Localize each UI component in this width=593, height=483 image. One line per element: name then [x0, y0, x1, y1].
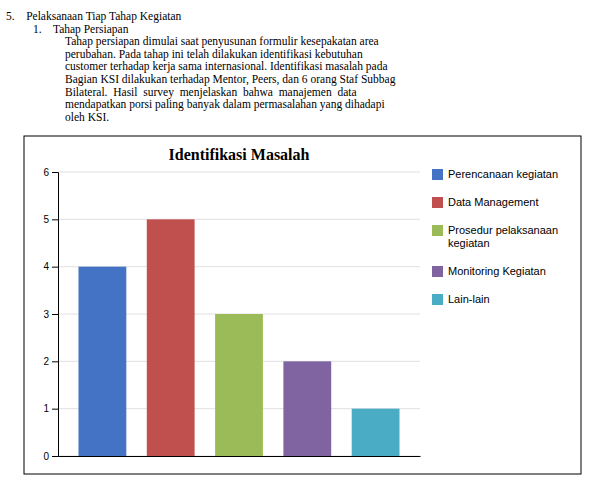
annotation: Bilateral. Hasil survey menjelaskan bahw… [65, 86, 357, 99]
x-axis [59, 456, 421, 457]
y-tick-mark [52, 361, 58, 362]
chart-title: Identifikasi Masalah [169, 146, 310, 163]
legend-item: Lain-lain [432, 293, 490, 305]
y-tick-mark [52, 219, 58, 220]
y-tick: 5 [43, 214, 58, 225]
y-tick-mark [52, 314, 58, 315]
y-tick: 3 [43, 309, 58, 320]
y-axis-line [52, 173, 59, 457]
legend-item: Data Management [432, 196, 539, 208]
legend-label: Prosedur pelaksanaankegiatan [448, 224, 558, 249]
y-tick: 1 [43, 403, 58, 414]
annotation: Tahap persiapan dimulai saat penyusunan … [65, 35, 379, 48]
legend: Perencanaan kegiatan Data Management Prose… [432, 168, 558, 305]
bar [215, 314, 263, 456]
legend-swatch [432, 266, 443, 277]
y-tick-label: 4 [43, 261, 49, 272]
legend-swatch [432, 225, 443, 236]
y-axis: 0 1 2 3 4 5 6 [43, 167, 58, 462]
grid-line [58, 219, 420, 220]
bars [78, 219, 399, 456]
y-tick: 6 [43, 167, 58, 178]
legend-label: Lain-lain [448, 293, 490, 305]
legend-item: Perencanaan kegiatan [432, 168, 558, 180]
y-tick-label: 1 [43, 403, 49, 414]
chart-box [24, 136, 581, 474]
legend-swatch [432, 169, 443, 180]
bar [283, 361, 331, 456]
legend-label: Perencanaan kegiatan [448, 168, 558, 180]
annotation: oleh KSI. [65, 111, 109, 123]
legend-swatch [432, 197, 443, 208]
bar [78, 267, 126, 456]
annotation: Bagian KSI dilakukan terhadap Mentor, Pe… [65, 73, 396, 86]
x-axis-line [59, 456, 421, 457]
bar [352, 409, 400, 456]
chart-svg: 5. Pelaksanaan Tiap Tahap Kegiatan1. Tah… [0, 0, 593, 483]
y-tick-mark [52, 409, 58, 410]
legend-swatch [432, 294, 443, 305]
grid [58, 172, 420, 456]
y-tick-label: 6 [43, 167, 49, 178]
annotation: 1. Tahap Persiapan [33, 23, 129, 36]
annotation: 5. Pelaksanaan Tiap Tahap Kegiatan [6, 10, 182, 23]
y-tick-mark [52, 456, 58, 457]
legend-label: Monitoring Kegiatan [448, 265, 546, 277]
y-tick-label: 5 [43, 214, 49, 225]
annotation: mendapatkan porsi paling banyak dalam pe… [65, 98, 385, 111]
y-tick-mark [52, 172, 58, 173]
bar [147, 219, 195, 456]
y-tick: 0 [43, 451, 58, 462]
y-tick-label: 0 [43, 451, 49, 462]
legend-item: Prosedur pelaksanaankegiatan [432, 224, 558, 249]
annotation: customer terhadap kerja sama internasion… [65, 60, 388, 73]
annotations: 5. Pelaksanaan Tiap Tahap Kegiatan1. Tah… [6, 10, 396, 123]
y-tick: 4 [43, 261, 58, 272]
y-tick-label: 2 [43, 356, 49, 367]
legend-label: Data Management [448, 196, 539, 208]
y-tick-mark [52, 267, 58, 268]
y-tick: 2 [43, 356, 58, 367]
annotation: perubahan. Pada tahap ini telah dilakuka… [65, 48, 363, 61]
legend-item: Monitoring Kegiatan [432, 265, 546, 277]
y-tick-label: 3 [43, 309, 49, 320]
grid-line [58, 172, 420, 173]
